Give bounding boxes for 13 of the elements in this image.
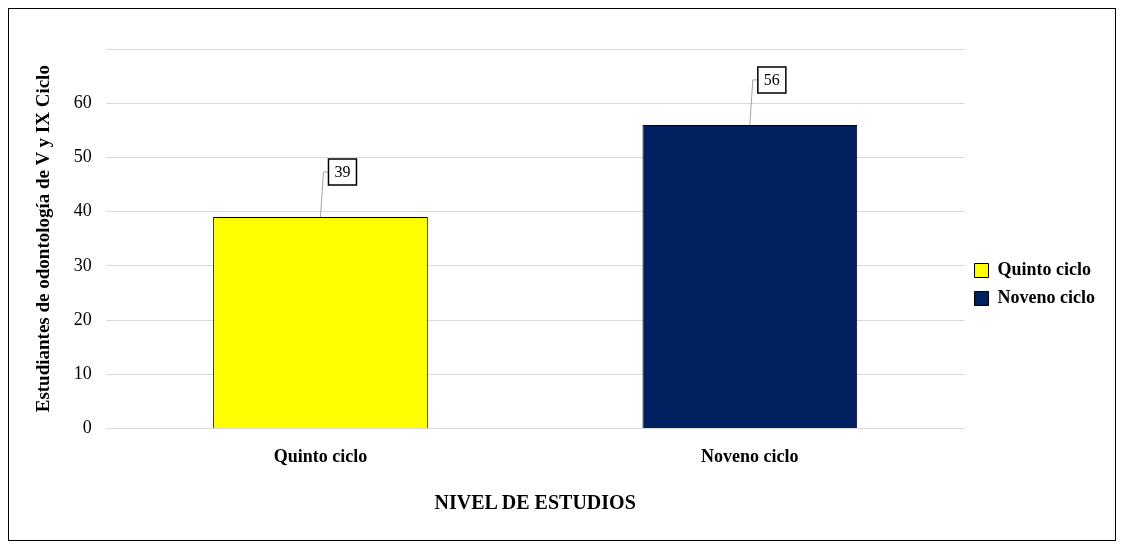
y-tick-label: 10: [73, 362, 92, 383]
y-tick-label: 30: [73, 254, 92, 275]
y-tick-label: 20: [73, 308, 92, 329]
y-axis-title: Estudiantes de odontología de V y IX Ciclo: [32, 65, 54, 413]
data-label: 39: [334, 163, 351, 181]
y-tick-label: 0: [82, 417, 92, 438]
x-axis-title: NIVEL DE ESTUDIOS: [434, 491, 636, 514]
y-tick-label: 50: [73, 146, 92, 167]
legend-label: Quinto ciclo: [997, 259, 1092, 280]
y-tick-label: 40: [73, 200, 92, 221]
y-tick-label: 60: [73, 91, 92, 112]
data-label: 56: [763, 71, 780, 89]
legend-label: Noveno ciclo: [997, 287, 1095, 308]
